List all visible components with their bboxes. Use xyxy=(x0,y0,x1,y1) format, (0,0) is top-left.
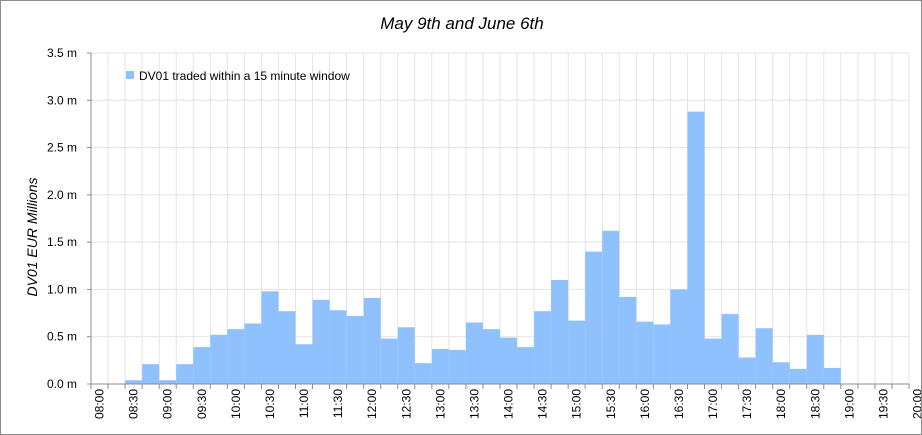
bar xyxy=(823,367,841,384)
bar xyxy=(465,322,483,384)
bar xyxy=(227,329,245,384)
x-tick-label: 11:30 xyxy=(331,389,345,418)
chart-title: May 9th and June 6th xyxy=(380,14,544,33)
bar xyxy=(380,338,398,384)
x-tick-label: 08:30 xyxy=(127,389,141,419)
bar xyxy=(312,299,330,384)
bar xyxy=(534,311,552,384)
x-tick-label: 14:00 xyxy=(502,389,516,419)
bar xyxy=(159,380,177,384)
bar xyxy=(346,315,364,384)
x-tick-label: 18:00 xyxy=(774,389,788,419)
bar xyxy=(278,311,296,384)
bar xyxy=(772,362,790,384)
bar xyxy=(448,349,466,384)
x-tick-label: 09:30 xyxy=(195,389,209,419)
bar xyxy=(193,347,211,384)
bar xyxy=(414,363,432,384)
bar xyxy=(397,327,415,384)
bar xyxy=(653,324,671,384)
legend-swatch xyxy=(126,71,134,79)
bar xyxy=(585,251,603,384)
x-tick-label: 14:30 xyxy=(536,389,550,419)
bar xyxy=(244,323,262,384)
x-tick-label: 08:00 xyxy=(93,389,107,419)
bar xyxy=(619,296,637,384)
bar xyxy=(482,329,500,384)
bar xyxy=(755,328,773,384)
bar xyxy=(704,338,722,384)
x-tick-label: 15:00 xyxy=(570,389,584,419)
bar xyxy=(568,320,586,384)
x-tick-labels: 08:00 08:30 09:00 09:30 10:00 10:30 11:00 11:30… xyxy=(93,389,921,419)
y-tick-labels: 0.0 m 0.5 m 1.0 m 1.5 m 2.0 m 2.5 m 3.0 m 3.5 m xyxy=(47,46,77,391)
y-tick-label: 0.5 m xyxy=(47,330,77,344)
bar xyxy=(176,364,194,384)
y-axis-label: DV01 EUR Millions xyxy=(24,177,40,296)
bar xyxy=(721,314,739,384)
bar xyxy=(602,230,620,384)
axes xyxy=(87,52,910,389)
y-tick-label: 0.0 m xyxy=(47,377,77,391)
legend: DV01 traded within a 15 minute window xyxy=(126,69,350,83)
y-tick-label: 1.5 m xyxy=(47,235,77,249)
x-tick-label: 12:00 xyxy=(365,389,379,419)
bar xyxy=(125,380,143,384)
x-tick-label: 10:00 xyxy=(229,389,243,419)
bar xyxy=(210,334,228,384)
y-tick-label: 3.0 m xyxy=(47,93,77,107)
bar xyxy=(363,297,381,384)
bar xyxy=(142,364,160,384)
bar xyxy=(636,321,654,384)
bar xyxy=(551,279,569,384)
bar xyxy=(431,349,449,384)
bar xyxy=(500,337,518,384)
x-tick-label: 15:30 xyxy=(604,389,618,419)
x-tick-label: 20:00 xyxy=(911,389,921,419)
x-tick-label: 13:30 xyxy=(467,389,481,419)
x-tick-label: 17:30 xyxy=(740,389,754,419)
bar xyxy=(517,347,535,384)
bar xyxy=(329,310,347,384)
bar xyxy=(738,357,756,384)
y-tick-label: 2.5 m xyxy=(47,141,77,155)
x-tick-label: 11:00 xyxy=(297,389,311,418)
y-tick-label: 1.0 m xyxy=(47,282,77,296)
x-tick-label: 19:30 xyxy=(876,389,890,419)
bar xyxy=(670,289,688,384)
x-tick-label: 16:30 xyxy=(672,389,686,419)
x-tick-label: 10:30 xyxy=(263,389,277,419)
bar xyxy=(295,344,313,384)
x-tick-label: 16:00 xyxy=(638,389,652,419)
bars xyxy=(125,111,841,385)
x-tick-label: 18:30 xyxy=(808,389,822,419)
x-tick-label: 12:30 xyxy=(399,389,413,419)
y-tick-label: 3.5 m xyxy=(47,46,77,60)
y-tick-label: 2.0 m xyxy=(47,188,77,202)
legend-label: DV01 traded within a 15 minute window xyxy=(139,69,350,83)
x-tick-label: 09:00 xyxy=(161,389,175,419)
bar xyxy=(687,111,705,385)
x-tick-label: 19:00 xyxy=(842,389,856,419)
bar xyxy=(789,368,807,384)
bar xyxy=(261,291,279,384)
x-tick-label: 17:00 xyxy=(706,389,720,419)
x-tick-label: 13:00 xyxy=(433,389,447,419)
bar xyxy=(806,334,824,384)
